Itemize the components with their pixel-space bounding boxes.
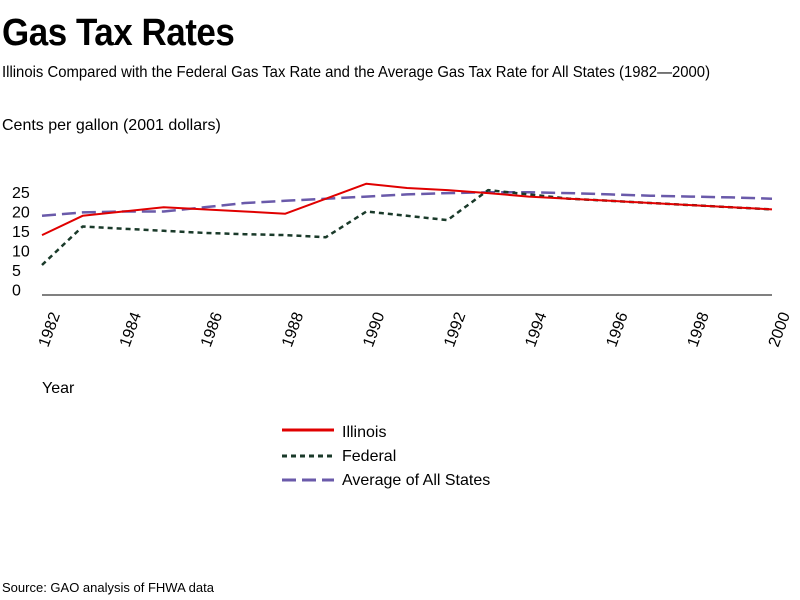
legend-label-illinois: Illinois	[342, 424, 387, 441]
legend-item-federal: Federal	[282, 446, 542, 470]
x-tick-label: 1986	[198, 310, 226, 349]
y-tick-label: 5	[12, 263, 21, 280]
y-tick-label: 0	[12, 283, 21, 300]
x-tick-label: 1984	[117, 310, 145, 349]
legend-swatch-illinois	[282, 428, 334, 432]
legend-label-federal: Federal	[342, 448, 397, 465]
legend-item-average: Average of All States	[282, 470, 542, 494]
legend-item-illinois: Illinois	[282, 422, 542, 446]
y-tick-label: 25	[12, 185, 30, 202]
series-line-federal	[41, 188, 773, 266]
legend-swatch-average	[282, 478, 334, 482]
y-tick-label: 10	[12, 244, 30, 261]
x-axis-label: Year	[42, 380, 75, 397]
x-tick-label: 1982	[36, 310, 64, 349]
series-line-illinois	[41, 182, 773, 237]
x-tick-label: 1988	[279, 310, 307, 349]
y-tick-label: 15	[12, 224, 30, 241]
line-chart: 0 5 10 15 20 25 1982 1984 1986 1988 1990 1992 1994 19…	[12, 182, 794, 349]
chart-title: Gas Tax Rates	[2, 12, 235, 54]
y-axis-label: Cents per gallon (2001 dollars)	[2, 117, 221, 134]
y-tick-label: 20	[12, 205, 30, 222]
x-tick-label: 1992	[441, 310, 469, 349]
series-line-average-of-all-states	[41, 191, 773, 218]
x-tick-label: 1998	[685, 310, 713, 349]
x-tick-label: 1990	[360, 310, 388, 349]
chart-subtitle: Illinois Compared with the Federal Gas T…	[2, 64, 711, 81]
x-tick-label: 1996	[604, 310, 632, 349]
x-tick-label: 2000	[766, 310, 794, 349]
legend: Illinois Federal Average of All States	[282, 422, 542, 494]
x-tick-label: 1994	[522, 310, 550, 349]
legend-label-average: Average of All States	[342, 472, 491, 489]
source-note: Source: GAO analysis of FHWA data	[2, 580, 214, 595]
legend-swatch-federal	[282, 454, 334, 458]
